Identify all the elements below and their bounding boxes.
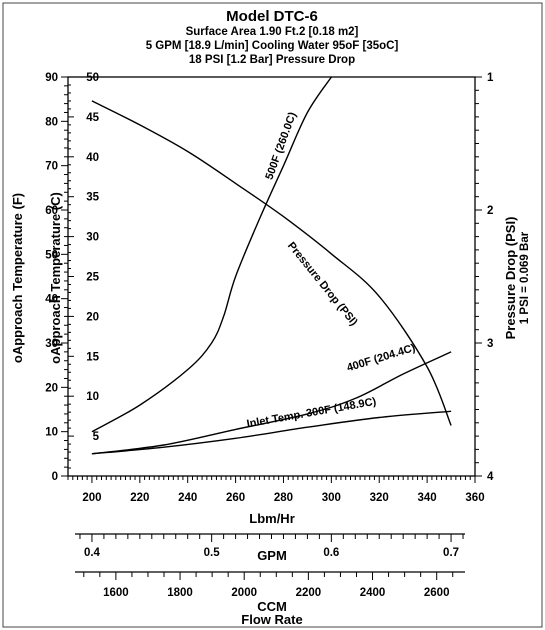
ccm-tick-label: 2000 <box>231 587 257 599</box>
y-tick-label-fahrenheit: 60 <box>45 205 58 217</box>
y-tick-label-celsius: 35 <box>86 192 99 204</box>
y-tick-label-celsius: 5 <box>93 431 100 443</box>
chart-subtitle-line-2: 5 GPM [18.9 L/min] Cooling Water 95oF [3… <box>146 40 399 52</box>
curve-400f <box>91 351 452 455</box>
chart-title: Model DTC-6 <box>226 8 318 25</box>
y-tick-label-celsius: 40 <box>86 152 99 164</box>
data-curves <box>91 76 452 455</box>
x-tick-label: 300 <box>322 492 341 504</box>
y-tick-label-celsius: 45 <box>86 112 99 124</box>
series-label-pressure-drop: Pressure Drop (PSI) <box>285 240 360 329</box>
y-tick-label-fahrenheit: 90 <box>45 72 58 84</box>
ccm-axis-label: CCM <box>257 599 287 614</box>
x-axis-label: Lbm/Hr <box>249 511 295 526</box>
ccm-tick-label: 2400 <box>360 587 386 599</box>
series-label-400f: 400F (204.4C) <box>345 342 417 374</box>
series-label-inlet-300f: Inlet Temp. 300F (148.9C) <box>246 396 378 431</box>
gpm-axis-label: GPM <box>257 548 287 563</box>
y-tick-label-fahrenheit: 50 <box>45 249 58 261</box>
gpm-tick-label: 0.6 <box>323 547 339 559</box>
ccm-tick-label: 2200 <box>296 587 322 599</box>
curve-inlet-300f <box>91 410 452 455</box>
curve-pressure-drop <box>91 100 452 426</box>
y-tick-label-fahrenheit: 40 <box>45 294 58 306</box>
y-tick-label-fahrenheit: 30 <box>45 338 58 350</box>
y-axis-label-celsius: oApproach Temperature (C) <box>48 192 63 364</box>
y-tick-label-fahrenheit: 80 <box>45 116 58 128</box>
ccm-tick-label: 1600 <box>103 587 129 599</box>
gpm-tick-label: 0.4 <box>84 547 101 559</box>
y-tick-label-pressure: 2 <box>487 205 493 217</box>
gpm-tick-label: 0.5 <box>204 547 221 559</box>
y-tick-label-pressure: 1 <box>487 72 494 84</box>
y-tick-label-celsius: 25 <box>86 272 99 284</box>
chart-subtitle-line-1: Surface Area 1.90 Ft.2 [0.18 m2] <box>186 26 359 38</box>
ccm-tick-label: 1800 <box>167 587 193 599</box>
flow-rate-label: Flow Rate <box>241 612 302 627</box>
y-axis-label-pressure-drop: Pressure Drop (PSI) <box>503 217 518 340</box>
y-tick-label-celsius: 10 <box>86 391 99 403</box>
x-tick-label: 360 <box>465 492 484 504</box>
chart-subtitle-line-3: 18 PSI [1.2 Bar] Pressure Drop <box>189 54 355 66</box>
y-tick-label-fahrenheit: 0 <box>52 471 58 483</box>
x-tick-label: 200 <box>82 492 101 504</box>
y-tick-label-fahrenheit: 70 <box>45 161 58 173</box>
y-tick-label-fahrenheit: 20 <box>45 382 58 394</box>
x-tick-label: 220 <box>130 492 149 504</box>
y-tick-label-pressure: 4 <box>487 471 494 483</box>
y-tick-label-celsius: 15 <box>86 351 99 363</box>
y-tick-label-pressure: 3 <box>487 338 493 350</box>
y-tick-label-celsius: 30 <box>86 232 99 244</box>
x-tick-label: 240 <box>178 492 197 504</box>
tick-marks <box>61 76 482 580</box>
x-tick-label: 340 <box>418 492 437 504</box>
ccm-tick-label: 2600 <box>424 587 450 599</box>
x-tick-label: 280 <box>274 492 293 504</box>
y-tick-label-celsius: 20 <box>86 311 99 323</box>
x-tick-label: 260 <box>226 492 245 504</box>
y-axis-label-fahrenheit: oApproach Temperature (F) <box>10 193 25 363</box>
tick-labels: 200 220 240 260 280 300 320 340 3600102030405060… <box>45 72 494 599</box>
x-tick-label: 320 <box>370 492 389 504</box>
y-tick-label-celsius: 50 <box>86 72 99 84</box>
y-axis-note-psi-bar: 1 PSI = 0.069 Bar <box>519 231 531 324</box>
y-tick-label-fahrenheit: 10 <box>45 427 58 439</box>
gpm-tick-label: 0.7 <box>443 547 459 559</box>
curve-500f <box>91 76 332 433</box>
